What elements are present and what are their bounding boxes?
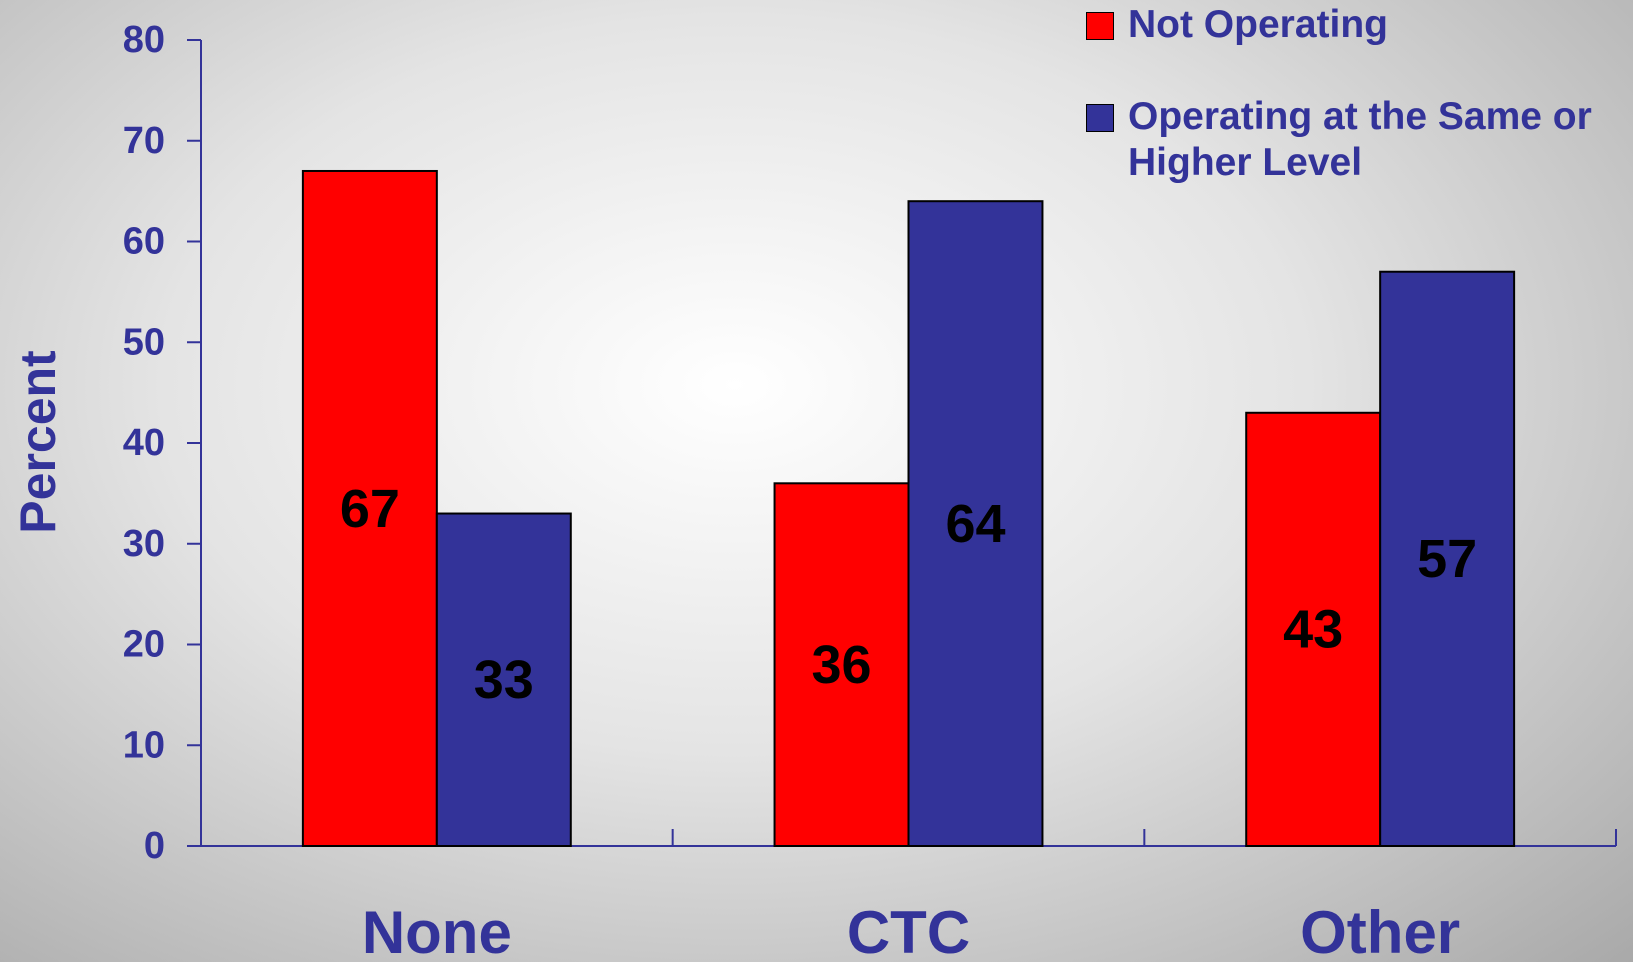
y-tick-label: 20 [123, 624, 165, 666]
legend-label: Operating at the Same or Higher Level [1128, 95, 1592, 184]
y-tick-label: 0 [144, 825, 165, 867]
bar [301, 169, 438, 848]
data-label: 43 [1283, 600, 1343, 660]
bar [1245, 411, 1382, 847]
y-tick-label: 80 [123, 19, 165, 61]
y-tick-label: 30 [123, 523, 165, 565]
legend-entry: Not Operating [1086, 2, 1626, 48]
data-label: 33 [474, 650, 534, 710]
y-axis-label: Percent [10, 350, 66, 534]
legend-swatch [1086, 12, 1114, 40]
legend-swatch [1086, 104, 1114, 132]
legend-entry: Operating at the Same or Higher Level [1086, 94, 1626, 186]
bar [435, 512, 572, 848]
data-label: 36 [811, 635, 871, 695]
legend: Not Operating Operating at the Same or Hi… [1086, 2, 1626, 232]
x-tick-label: Other [1300, 899, 1460, 962]
bar [773, 482, 910, 847]
y-tick-label: 40 [123, 422, 165, 464]
y-tick-label: 50 [123, 321, 165, 363]
y-tick-label: 60 [123, 221, 165, 263]
y-tick-label: 10 [123, 724, 165, 766]
data-label: 64 [945, 494, 1005, 554]
x-tick-label: None [362, 899, 512, 962]
bar [1379, 270, 1516, 848]
legend-label: Not Operating [1128, 3, 1388, 46]
y-tick-label: 70 [123, 120, 165, 162]
bar [907, 200, 1044, 847]
data-label: 67 [340, 479, 400, 539]
x-tick-label: CTC [847, 899, 970, 962]
data-label: 57 [1417, 529, 1477, 589]
